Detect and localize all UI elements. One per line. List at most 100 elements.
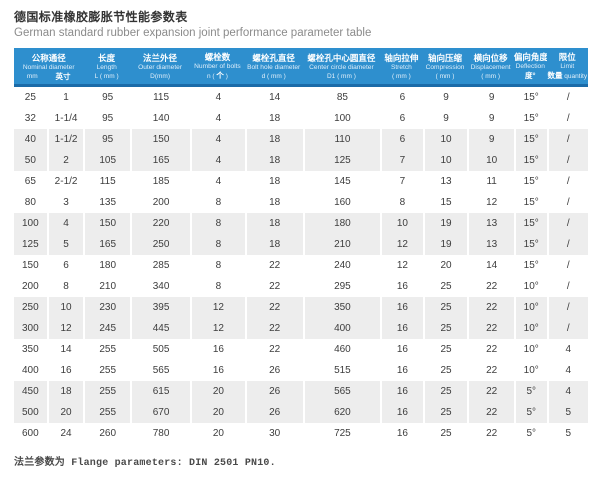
header-label-zh: 横向位移: [473, 52, 508, 63]
header-cell-deflection: 偏向角度 Deflection 度°: [513, 48, 547, 87]
header-row: 公称通径 Nominal diameter mm 英寸 长度 Length L ( mm )…: [14, 48, 588, 87]
cell: 10°: [513, 297, 547, 318]
cell: 350: [22, 344, 39, 355]
header-cell-number-of-bolts: 螺栓数 Number of bolts n ( 个 ): [190, 48, 245, 87]
cell: 20: [190, 402, 245, 423]
cell: 22: [467, 402, 514, 423]
cell: 245: [83, 318, 130, 339]
cell: 15°: [513, 129, 547, 150]
cell: 515: [302, 360, 380, 381]
cell: 20: [46, 402, 84, 423]
cell: 125: [302, 150, 381, 171]
header-label-en: Limit: [560, 63, 575, 70]
cell: 22: [467, 423, 513, 444]
cell: 15°: [513, 150, 547, 171]
cell: 10°: [513, 339, 547, 360]
cell: 5: [546, 423, 588, 444]
table-row: 32 1-1/4 95 140 4 18 100 6 9 9 15° /: [14, 108, 588, 129]
cell: 22: [467, 318, 514, 339]
cell: 125: [14, 234, 47, 255]
header-label-en: Length: [96, 63, 117, 71]
header-label-en: Center circle diameter: [309, 63, 374, 71]
cell: 400: [22, 365, 39, 376]
header-label-zh: 螺栓孔直径: [252, 52, 295, 63]
header-label-en: Number of bolts: [194, 63, 241, 70]
cell: 14: [244, 87, 303, 108]
cell: 505: [129, 339, 190, 360]
cell: 255: [83, 381, 130, 402]
cell: 145: [302, 171, 380, 192]
cell: 95: [83, 129, 130, 150]
cell: 18: [244, 234, 303, 255]
cell: 25: [422, 381, 468, 402]
page-subtitle: German standard rubber expansion joint p…: [14, 27, 372, 39]
header-cell-bolt-hole-diameter: 螺栓孔直径 Bolt hole diameter d ( mm ): [244, 48, 303, 87]
cell: 95: [83, 87, 129, 108]
cell: 15°: [513, 192, 547, 213]
table-row: 350 14 255 505 16 22 460 16 25 22 10° 4: [14, 339, 588, 360]
cell: 300: [14, 318, 47, 339]
cell: 4: [190, 129, 245, 150]
cell: 780: [129, 423, 190, 444]
cell: 340: [129, 276, 190, 297]
header-label-zh: 螺栓数: [204, 52, 231, 62]
cell: 8: [190, 192, 245, 213]
cell: 100: [302, 108, 380, 129]
cell: 165: [83, 234, 130, 255]
cell: 500: [14, 402, 47, 423]
header-label-zh: 限位: [558, 52, 576, 62]
cell: 15°: [513, 213, 547, 234]
cell: 18: [244, 192, 303, 213]
cell: 295: [302, 276, 380, 297]
cell: 10°: [513, 276, 547, 297]
cell: 18: [244, 171, 303, 192]
cell: /: [546, 108, 588, 129]
cell: 19: [422, 234, 468, 255]
header-unit: L ( mm ): [94, 72, 119, 80]
cell: 26: [244, 402, 303, 423]
table-row: 150 6 180 285 8 22 240 12 20 14 15° /: [14, 255, 588, 276]
header-label-en: Bolt hole diameter: [247, 63, 301, 71]
cell: 2-1/2: [46, 171, 84, 192]
cell: /: [546, 213, 588, 234]
cell: 25: [422, 423, 468, 444]
header-unit: D1 ( mm ): [326, 72, 356, 80]
header-unit: n ( 个 ): [206, 71, 228, 80]
cell: 250: [14, 297, 47, 318]
cell: 16: [380, 297, 423, 318]
cell: 22: [467, 381, 514, 402]
cell: 285: [129, 255, 190, 276]
cell: 9: [467, 129, 514, 150]
cell: 725: [302, 423, 380, 444]
cell: 8: [190, 276, 245, 297]
cell: 22: [467, 276, 513, 297]
header-label-zh: 轴向拉伸: [384, 52, 419, 63]
table-row: 50 2 105 165 4 18 125 7 10 10 15° /: [14, 150, 588, 171]
cell: 9: [422, 108, 468, 129]
cell: 22: [244, 297, 303, 318]
page: 德国标准橡胶膨胀节性能参数表 German standard rubber ex…: [14, 10, 588, 469]
cell: 85: [302, 87, 380, 108]
cell: 5°: [513, 381, 547, 402]
cell: 26: [244, 360, 303, 381]
table-row: 250 10 230 395 12 22 350 16 25 22 10° /: [14, 297, 588, 318]
cell: 26: [244, 381, 303, 402]
cell: 4: [546, 339, 588, 360]
cell: 13: [467, 213, 514, 234]
cell: 16: [380, 318, 423, 339]
cell: 24: [46, 423, 84, 444]
cell: 13: [422, 171, 468, 192]
cell: 40: [14, 129, 47, 150]
cell: 13: [467, 234, 514, 255]
table-row: 600 24 260 780 20 30 725 16 25 22 5° 5: [14, 423, 588, 444]
cell: 1-1/4: [46, 108, 84, 129]
header-label-en: Compression: [425, 63, 465, 71]
cell: 100: [14, 213, 47, 234]
cell: 115: [83, 171, 129, 192]
cell: 12: [467, 192, 513, 213]
cell: 450: [14, 381, 47, 402]
cell: 10°: [513, 318, 547, 339]
table-row: 500 20 255 670 20 26 620 16 25 22 5° 5: [14, 402, 588, 423]
cell: /: [546, 129, 588, 150]
cell: 165: [129, 150, 191, 171]
